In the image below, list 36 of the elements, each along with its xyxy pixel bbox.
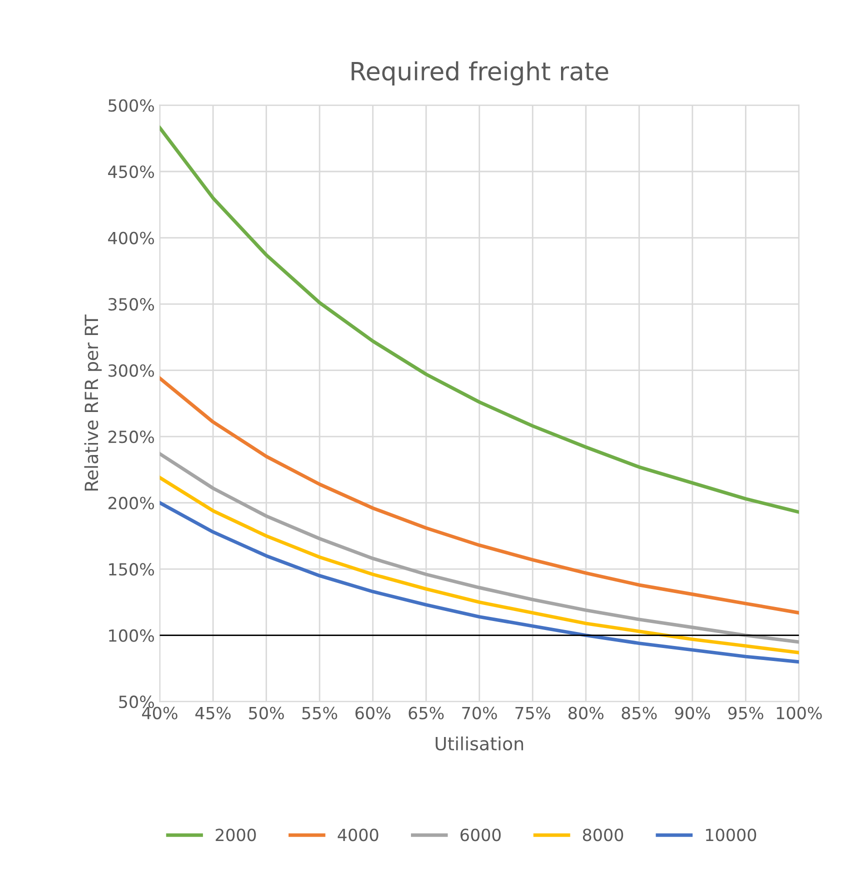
y-tick-label: 200% [108, 496, 154, 510]
x-tick-label: 80% [568, 706, 604, 720]
line-series [160, 476, 799, 654]
line-series [160, 501, 799, 664]
x-tick-label: 85% [622, 706, 657, 720]
legend-label: 8000 [582, 828, 624, 842]
y-tick-label: 250% [108, 430, 154, 444]
y-tick-label: 100% [109, 629, 154, 642]
x-tick-label: 40% [142, 706, 178, 720]
line-series [160, 452, 799, 644]
x-tick-label: 90% [674, 706, 710, 720]
x-tick-label: 70% [462, 706, 497, 720]
x-tick-label: 50% [249, 706, 284, 720]
x-axis-title: Utilisation [436, 736, 524, 750]
y-tick-label: 400% [108, 232, 154, 244]
y-tick-label: 300% [108, 364, 154, 377]
line-series [160, 126, 799, 514]
x-tick-label: 75% [515, 706, 550, 720]
legend-label: 4000 [338, 828, 378, 842]
y-tick-label: 450% [108, 165, 154, 178]
y-axis-title: Relative RFR per RT [84, 314, 102, 491]
line-series [160, 376, 799, 615]
y-tick-label: 350% [108, 298, 154, 311]
y-tick-label: 150% [109, 563, 154, 576]
legend-label: 6000 [460, 828, 501, 842]
x-tick-label: 100% [776, 706, 822, 720]
y-tick-label: 500% [108, 99, 154, 112]
legend-label: 2000 [216, 828, 256, 842]
x-tick-label: 60% [355, 706, 390, 720]
y-tick-label: 50% [119, 696, 154, 708]
x-tick-label: 45% [195, 706, 231, 720]
x-tick-label: 55% [302, 706, 338, 720]
x-tick-label: 65% [408, 706, 444, 720]
x-tick-label: 95% [728, 706, 764, 720]
chart-title: Required freight rate [352, 61, 608, 86]
legend-label: 10000 [706, 828, 756, 842]
